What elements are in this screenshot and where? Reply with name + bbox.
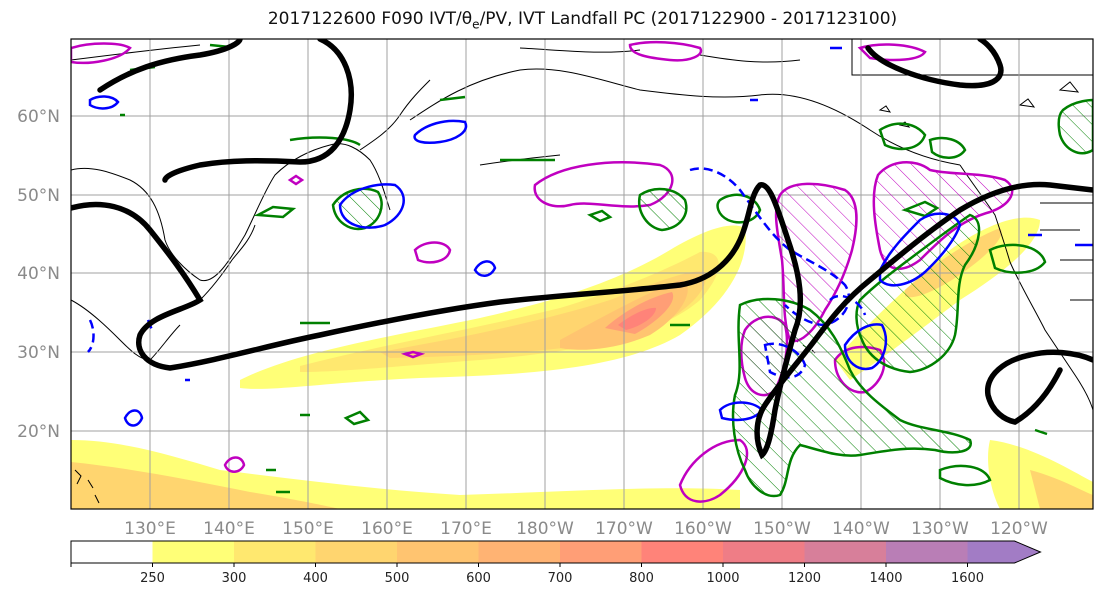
lon-label-150e: 150°E [282, 519, 334, 539]
lat-label-40n: 40°N [17, 264, 60, 284]
landfall-pc-small [71, 42, 452, 473]
theta-e-neg-east [878, 212, 962, 287]
colorbar-segments [70, 540, 1042, 564]
title-subscript: e [472, 17, 480, 32]
theta-e-neg-kamchatka [338, 183, 405, 229]
colorbar-segment [71, 541, 153, 563]
colorbar-segment [723, 541, 805, 563]
colorbar-tick-label: 600 [466, 571, 491, 586]
colorbar: 250 300 400 500 600 700 800 1000 1200 1400 1600 [70, 540, 1042, 586]
theta-e-east-region [855, 213, 981, 374]
lon-label-140e: 140°E [203, 519, 255, 539]
landfall-pc-main [774, 182, 858, 343]
ivt-southeast-core [1030, 470, 1093, 509]
colorbar-tick-label: 500 [385, 571, 410, 586]
colorbar-segment [641, 541, 724, 563]
colorbar-tick-label: 400 [303, 571, 328, 586]
pv-northeast-contour [865, 39, 1004, 89]
colorbar-labels: 250 300 400 500 600 700 800 1000 1200 1400 1600 [140, 571, 984, 586]
colorbar-segment [315, 541, 398, 563]
colorbar-segment [886, 541, 968, 563]
colorbar-segment [397, 541, 479, 563]
colorbar-ticks [70, 563, 968, 567]
colorbar-outline [70, 540, 1042, 564]
pv-north-contour [97, 39, 354, 183]
theta-e-alaska [1057, 98, 1093, 155]
title-rest: /PV, IVT Landfall PC (2017122900 - 20171… [479, 9, 898, 29]
lon-label-170e: 170°E [440, 519, 492, 539]
japan-coast [199, 224, 256, 301]
lon-label-170w: 170°W [595, 519, 653, 539]
alaska-coast [409, 68, 961, 166]
pv-contours [71, 39, 1093, 460]
arctic-coast [71, 44, 801, 63]
lat-label-50n: 50°N [17, 186, 60, 206]
ivt-band-800 [618, 307, 656, 330]
colorbar-tick-label: 250 [140, 571, 165, 586]
lat-label-20n: 20°N [17, 422, 60, 442]
lon-label-130w: 130°W [911, 519, 969, 539]
asia-coast-south [71, 299, 181, 361]
map-panel [71, 39, 1093, 509]
colorbar-tick-label: 800 [629, 571, 654, 586]
latitude-labels: 60°N 50°N 40°N 30°N 20°N [17, 107, 60, 442]
colorbar-tick-label: 1600 [951, 571, 984, 586]
theta-e-neg-bering [413, 119, 468, 144]
colorbar-tick-label: 300 [222, 571, 247, 586]
lon-label-150w: 150°W [753, 519, 811, 539]
colorbar-segment [804, 541, 887, 563]
pv-main-contour [71, 181, 1093, 460]
colorbar-segment [560, 541, 642, 563]
map-frame [70, 38, 1094, 510]
colorbar-tick-label: 1200 [788, 571, 821, 586]
landfall-pc-northeast [872, 161, 1014, 270]
theta-e-gulf-region [637, 187, 688, 232]
kamchatka-coast [359, 79, 431, 151]
philippines-islands [74, 469, 100, 504]
lon-label-160w: 160°W [674, 519, 732, 539]
longitude-labels: 130°E 140°E 150°E 160°E 170°E 180°W 170°… [124, 519, 1048, 539]
lon-label-180w: 180°W [516, 519, 574, 539]
lon-label-160e: 160°E [361, 519, 413, 539]
colorbar-segment [152, 541, 235, 563]
colorbar-extend-arrow [967, 541, 1041, 563]
lon-label-120w: 120°W [990, 519, 1048, 539]
canada-border [851, 39, 1093, 301]
colorbar-segment [478, 541, 561, 563]
title-main: 2017122600 F090 IVT/θ [267, 9, 473, 29]
colorbar-tick-label: 700 [548, 571, 573, 586]
colorbar-tick-label: 1000 [706, 571, 739, 586]
pv-southeast-contour [985, 349, 1093, 425]
theta-e-negative-contours [87, 46, 1093, 427]
lon-label-130e: 130°E [124, 519, 176, 539]
lon-label-140w: 140°W [832, 519, 890, 539]
ivt-band-300 [300, 251, 719, 372]
lat-label-30n: 30°N [17, 343, 60, 363]
colorbar-segment [234, 541, 316, 563]
asia-coast [71, 143, 391, 282]
lat-label-60n: 60°N [17, 107, 60, 127]
ivt-band-250 [240, 225, 746, 389]
map-title: 2017122600 F090 IVT/θe/PV, IVT Landfall … [0, 9, 1105, 31]
ivt-southwest-core [71, 462, 340, 509]
colorbar-tick-label: 1400 [869, 571, 902, 586]
